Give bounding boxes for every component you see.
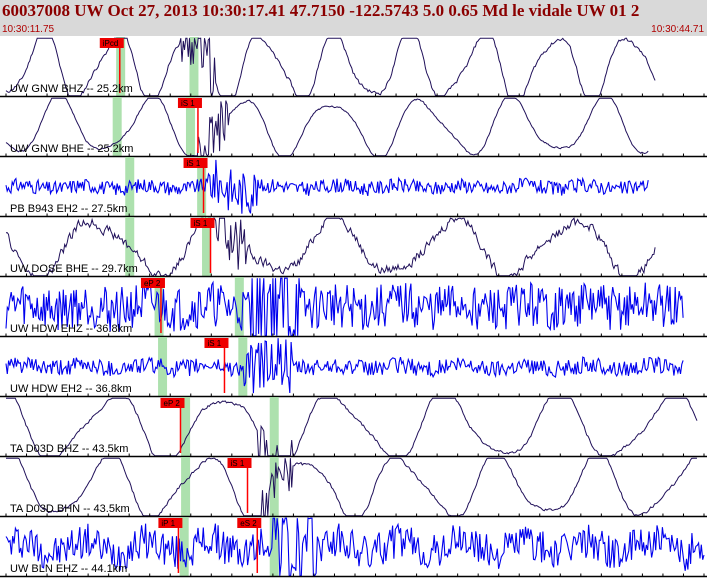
trace-row-uw-bln-ehz[interactable]: iP 1 eS 2 UW BLN EHZ -- 44.1km xyxy=(0,517,707,578)
predicted-window-band xyxy=(185,97,195,157)
trace-row-pb-b943-eh2[interactable]: iS 1 PB B943 EH2 -- 27.5km xyxy=(0,157,707,218)
trace-label: UW HDW EHZ -- 36.8km xyxy=(10,323,132,335)
phase-pick-tag[interactable] xyxy=(227,458,252,468)
waveform-trace xyxy=(5,338,684,394)
trace-row-gnw-bhe[interactable]: iS 1 UW GNW BHE -- 25.2km xyxy=(0,97,707,158)
window-start-time: 10:30:11.75 xyxy=(2,24,55,35)
predicted-window-band xyxy=(269,457,279,517)
trace-row-gnw-bhz[interactable]: iPcd UW GNW BHZ -- 25.2km xyxy=(0,37,707,98)
phase-pick-label: eP 2 xyxy=(144,279,161,288)
trace-label: UW BLN EHZ -- 44.1km xyxy=(10,563,127,575)
trace-row-uw-hdw-eh2[interactable]: iS 1 UW HDW EH2 -- 36.8km xyxy=(0,337,707,398)
trace-label: UW DOSE BHE -- 29.7km xyxy=(10,263,138,275)
predicted-window-band xyxy=(179,517,189,577)
phase-pick-tag[interactable] xyxy=(190,218,215,228)
trace-label: UW GNW BHE -- 25.2km xyxy=(10,143,133,155)
phase-pick-label: iS 1 xyxy=(231,459,245,468)
phase-pick-label: iP 1 xyxy=(161,519,175,528)
waveform-trace xyxy=(5,159,649,214)
phase-pick-tag[interactable] xyxy=(158,518,183,528)
trace-row-ta-d03d-bhz[interactable]: eP 2 TA D03D BHZ -- 43.5km xyxy=(0,397,707,458)
predicted-window-band xyxy=(181,457,191,517)
trace-label: TA D03D BHN -- 43.5km xyxy=(10,503,130,515)
waveform-trace xyxy=(5,277,684,337)
phase-pick-label: iS 1 xyxy=(181,99,195,108)
predicted-window-band xyxy=(234,277,244,337)
phase-pick-tag[interactable] xyxy=(160,398,185,408)
waveform-trace xyxy=(5,517,705,577)
trace-row-ta-d03d-bhn[interactable]: iS 1 TA D03D BHN -- 43.5km xyxy=(0,457,707,518)
waveform-trace xyxy=(5,217,656,278)
phase-pick-tag[interactable] xyxy=(140,278,165,288)
predicted-window-band xyxy=(158,337,168,397)
phase-pick-tag[interactable] xyxy=(99,38,124,48)
trace-row-uw-hdw-ehz[interactable]: eP 2 UW HDW EHZ -- 36.8km xyxy=(0,277,707,338)
phase-pick-label: eP 2 xyxy=(164,399,181,408)
predicted-window-band xyxy=(125,157,135,217)
trace-label: PB B943 EH2 -- 27.5km xyxy=(10,203,127,215)
seismogram-panel[interactable]: iPcd UW GNW BHZ -- 25.2km iS 1 UW GNW BHE -… xyxy=(0,37,707,578)
phase-pick-tag[interactable] xyxy=(177,98,202,108)
phase-pick-label: iS 1 xyxy=(194,219,208,228)
predicted-window-band xyxy=(189,37,199,97)
phase-pick-label: iS 1 xyxy=(187,159,201,168)
phase-pick-label: iS 1 xyxy=(207,339,221,348)
phase-pick-tag[interactable] xyxy=(204,338,229,348)
trace-row-uw-dose-bhe[interactable]: iS 1 UW DOSE BHE -- 29.7km xyxy=(0,217,707,278)
predicted-window-band xyxy=(112,97,122,157)
trace-label: UW HDW EH2 -- 36.8km xyxy=(10,383,132,395)
phase-pick-label: eS 2 xyxy=(240,519,257,528)
predicted-window-band xyxy=(181,397,191,457)
predicted-window-band xyxy=(202,217,212,277)
event-header: 60037008 UW Oct 27, 2013 10:30:17.41 47.… xyxy=(0,0,707,36)
trace-label: UW GNW BHZ -- 25.2km xyxy=(10,83,133,95)
phase-pick-tag[interactable] xyxy=(237,518,262,528)
predicted-window-band xyxy=(116,37,126,97)
predicted-window-band xyxy=(269,397,279,457)
waveform-trace xyxy=(5,97,649,157)
event-summary-title: 60037008 UW Oct 27, 2013 10:30:17.41 47.… xyxy=(2,1,640,20)
trace-label: TA D03D BHZ -- 43.5km xyxy=(10,443,128,455)
window-end-time: 10:30:44.71 xyxy=(651,24,704,35)
phase-pick-label: iPcd xyxy=(103,39,119,48)
waveform-trace xyxy=(6,397,698,457)
predicted-window-band xyxy=(269,517,279,577)
phase-pick-tag[interactable] xyxy=(183,158,208,168)
